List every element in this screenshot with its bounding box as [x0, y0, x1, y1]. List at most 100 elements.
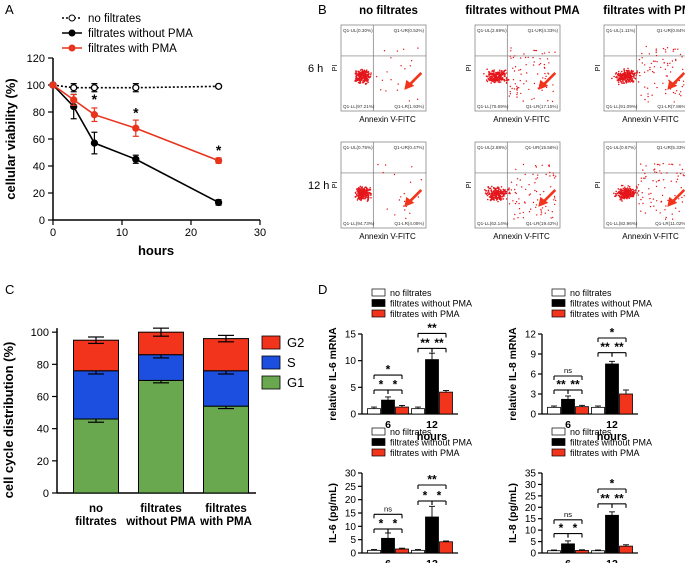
event-dot: [642, 169, 644, 171]
event-dot: [536, 177, 539, 179]
event-dot: [636, 187, 638, 189]
significance-marker: *: [133, 104, 139, 120]
bar: [547, 406, 561, 415]
bar-segment: [138, 354, 184, 381]
event-dot: [504, 69, 507, 71]
event-dot: [361, 191, 364, 194]
y-tick-label: 10: [345, 522, 357, 533]
event-dot: [489, 187, 492, 190]
legend-swatch: [261, 375, 281, 390]
event-dot: [366, 80, 368, 83]
event-dot: [366, 187, 368, 189]
event-dot: [516, 184, 518, 186]
event-dot: [494, 77, 496, 80]
flow-column-title: no filtrates: [359, 5, 418, 17]
event-dot: [629, 72, 631, 74]
event-dot: [548, 62, 550, 64]
data-point: [132, 124, 140, 132]
event-dot: [632, 80, 635, 82]
legend-swatch: [551, 448, 566, 457]
quadrant-label: Q1-LL(82.96%): [606, 221, 638, 226]
y-tick-label: 120: [27, 53, 45, 65]
x-tick-label: 6: [385, 558, 391, 563]
event-dot: [358, 188, 360, 190]
y-tick-label: 0: [530, 410, 536, 421]
event-dot: [489, 73, 491, 76]
quadrant-label: Q1-LR(11.02%): [655, 221, 685, 226]
event-dot: [535, 49, 538, 52]
event-dot: [505, 192, 508, 195]
event-dot: [518, 202, 520, 205]
significance-label: *: [379, 378, 384, 392]
bar-segment: [73, 418, 119, 494]
x-tick-label: 10: [116, 227, 128, 239]
event-dot: [679, 172, 682, 175]
event-dot: [364, 78, 366, 80]
significance-marker: *: [92, 91, 98, 107]
event-dot: [366, 71, 368, 74]
event-dot: [553, 195, 556, 198]
event-dot: [644, 212, 647, 214]
event-dot: [515, 201, 518, 203]
event-dot: [620, 75, 623, 78]
y-tick-label: 5: [350, 535, 356, 546]
event-dot: [681, 168, 684, 171]
legend-swatch: [551, 309, 566, 318]
event-dot: [670, 180, 672, 182]
event-dot: [645, 175, 647, 178]
event-dot: [647, 93, 649, 95]
event-dot: [532, 201, 535, 204]
event-dot: [366, 196, 369, 199]
event-dot: [355, 72, 357, 74]
event-dot: [621, 82, 623, 84]
event-dot: [504, 189, 507, 191]
event-dot: [363, 191, 366, 194]
quadrant-label: Q1-UL(2.69%): [477, 28, 507, 33]
event-dot: [355, 79, 357, 81]
event-dot: [403, 192, 405, 195]
legend-swatch: [261, 335, 281, 350]
event-dot: [486, 75, 489, 78]
event-dot: [543, 52, 546, 54]
event-dot: [649, 68, 651, 71]
event-dot: [551, 211, 553, 213]
event-dot: [655, 51, 657, 54]
event-dot: [369, 75, 372, 78]
event-dot: [662, 179, 665, 181]
event-dot: [496, 193, 499, 195]
flow-y-axis-title: PI: [595, 65, 602, 72]
event-dot: [539, 194, 541, 196]
event-dot: [629, 188, 632, 190]
event-dot: [550, 217, 552, 219]
event-dot: [640, 198, 642, 201]
event-dot: [364, 195, 367, 197]
legend-swatch: [261, 355, 281, 370]
event-dot: [676, 90, 678, 92]
event-dot: [397, 83, 399, 85]
event-dot: [655, 209, 657, 211]
event-dot: [655, 171, 658, 174]
y-tick-label: 30: [345, 469, 357, 480]
event-dot: [519, 68, 522, 71]
event-dot: [487, 186, 490, 189]
event-dot: [364, 193, 366, 196]
event-dot: [360, 196, 363, 198]
event-dot: [552, 84, 554, 86]
significance-label: **: [600, 340, 610, 354]
y-tick-label: 15: [345, 330, 357, 341]
quadrant-label: Q1-LR(19.42%): [526, 221, 559, 226]
quadrant-label: Q1-UL(0.30%): [343, 28, 373, 33]
event-dot: [640, 94, 642, 97]
event-dot: [653, 169, 655, 171]
event-dot: [356, 74, 359, 77]
event-dot: [671, 213, 673, 215]
event-dot: [653, 205, 655, 207]
event-dot: [499, 73, 502, 76]
legend-label: no filtrates: [570, 288, 612, 298]
event-dot: [656, 61, 658, 63]
event-dot: [622, 194, 624, 197]
event-dot: [367, 189, 370, 191]
quadrant-label: Q1-LR(4.05%): [394, 221, 424, 226]
event-dot: [641, 62, 643, 64]
